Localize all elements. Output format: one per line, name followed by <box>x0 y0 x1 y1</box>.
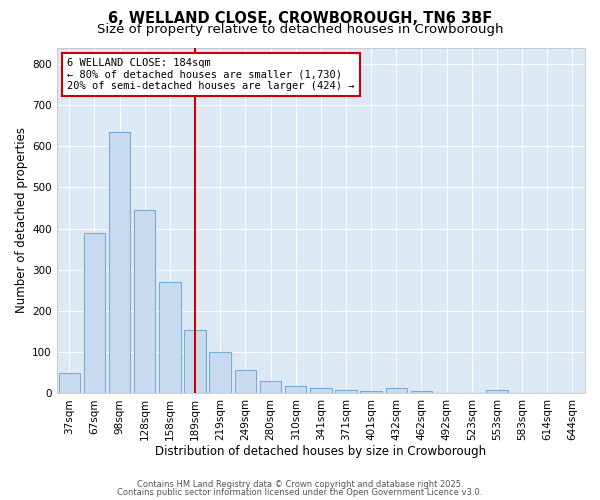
Bar <box>486 390 508 394</box>
Bar <box>411 392 432 394</box>
Text: Contains public sector information licensed under the Open Government Licence v3: Contains public sector information licen… <box>118 488 482 497</box>
Text: 6 WELLAND CLOSE: 184sqm
← 80% of detached houses are smaller (1,730)
20% of semi: 6 WELLAND CLOSE: 184sqm ← 80% of detache… <box>67 58 355 91</box>
Bar <box>134 210 155 394</box>
Bar <box>184 330 206 394</box>
Text: 6, WELLAND CLOSE, CROWBOROUGH, TN6 3BF: 6, WELLAND CLOSE, CROWBOROUGH, TN6 3BF <box>108 11 492 26</box>
Bar <box>159 282 181 394</box>
Text: Contains HM Land Registry data © Crown copyright and database right 2025.: Contains HM Land Registry data © Crown c… <box>137 480 463 489</box>
Text: Size of property relative to detached houses in Crowborough: Size of property relative to detached ho… <box>97 22 503 36</box>
Bar <box>109 132 130 394</box>
Bar <box>260 381 281 394</box>
Bar <box>235 370 256 394</box>
Bar <box>310 388 332 394</box>
Bar <box>386 388 407 394</box>
X-axis label: Distribution of detached houses by size in Crowborough: Distribution of detached houses by size … <box>155 444 487 458</box>
Bar <box>59 373 80 394</box>
Bar <box>335 390 356 394</box>
Bar <box>361 392 382 394</box>
Y-axis label: Number of detached properties: Number of detached properties <box>15 128 28 314</box>
Bar <box>285 386 307 394</box>
Bar <box>83 233 105 394</box>
Bar <box>209 352 231 394</box>
